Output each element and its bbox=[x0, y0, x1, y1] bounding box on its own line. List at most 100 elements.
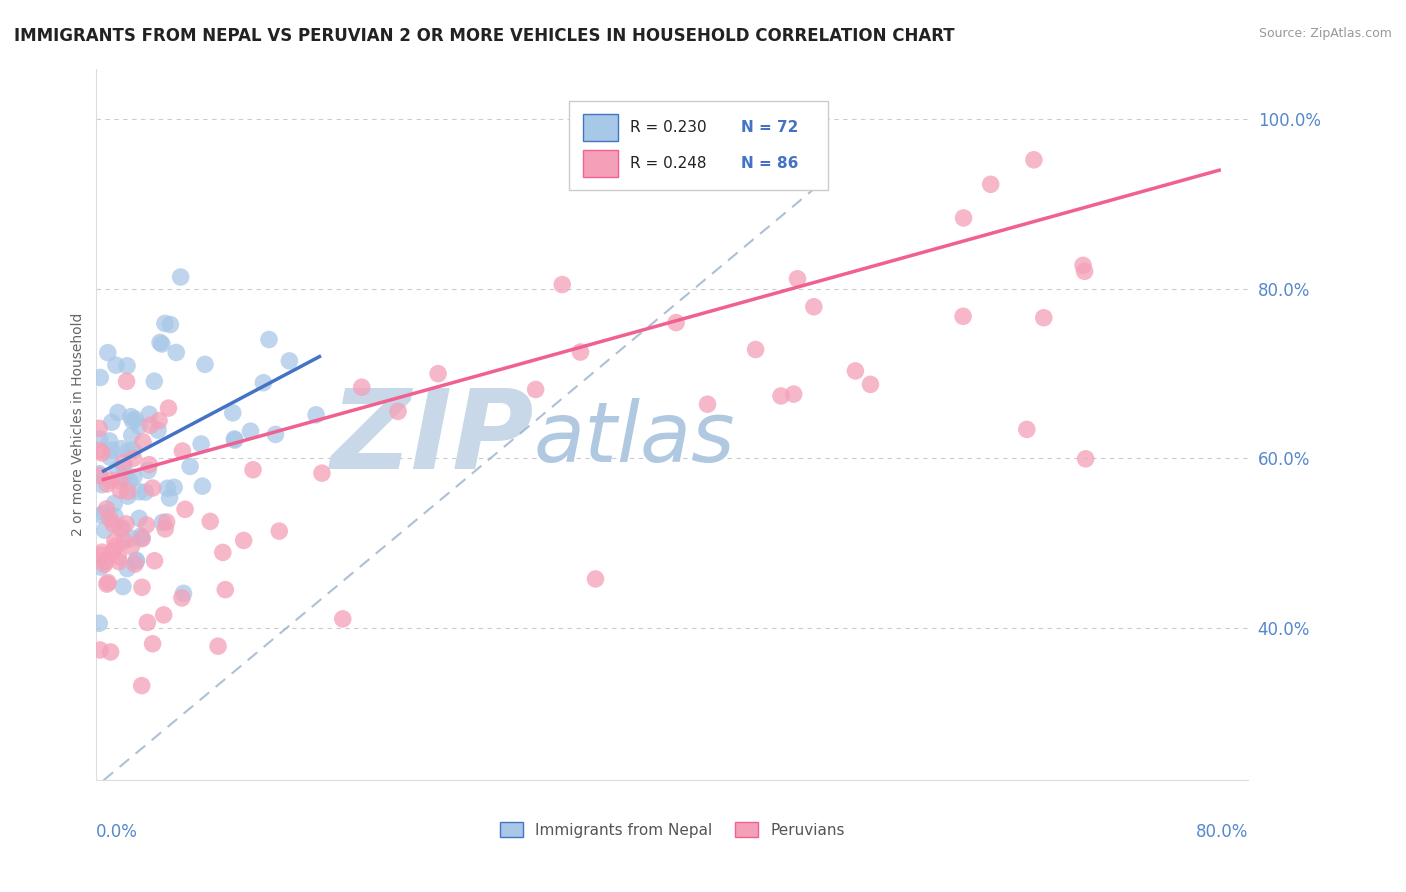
Point bbox=[125, 554, 148, 568]
Point bbox=[111, 580, 134, 594]
Point bbox=[108, 555, 131, 569]
Point bbox=[769, 389, 792, 403]
Point bbox=[194, 357, 217, 371]
Point bbox=[107, 405, 129, 419]
Point bbox=[143, 374, 166, 388]
Point bbox=[103, 517, 125, 532]
Point bbox=[90, 477, 112, 491]
Point bbox=[131, 532, 153, 546]
Point bbox=[152, 516, 174, 530]
Point bbox=[157, 401, 180, 415]
Point bbox=[190, 437, 212, 451]
Point bbox=[117, 444, 139, 458]
Point bbox=[98, 511, 121, 525]
Text: 0.0%: 0.0% bbox=[97, 823, 138, 841]
Point bbox=[98, 450, 121, 465]
Point bbox=[104, 509, 127, 524]
Point bbox=[124, 557, 146, 571]
Point bbox=[124, 412, 146, 426]
Point bbox=[96, 502, 118, 516]
Point bbox=[89, 616, 111, 631]
Point bbox=[89, 643, 111, 657]
Point bbox=[142, 637, 165, 651]
Point bbox=[93, 506, 115, 520]
Point bbox=[135, 518, 157, 533]
Point bbox=[101, 544, 124, 558]
Point bbox=[110, 522, 132, 536]
Point bbox=[252, 376, 274, 390]
Point bbox=[1022, 153, 1045, 167]
Point bbox=[96, 477, 118, 491]
Text: ZIP: ZIP bbox=[330, 385, 534, 492]
Point bbox=[269, 524, 291, 538]
Point bbox=[112, 456, 135, 470]
Point bbox=[120, 532, 142, 546]
Point bbox=[121, 414, 143, 428]
Point bbox=[104, 358, 127, 372]
Point bbox=[89, 468, 111, 483]
Point bbox=[786, 272, 808, 286]
Point bbox=[112, 533, 135, 548]
Point bbox=[89, 421, 111, 435]
Point bbox=[118, 474, 141, 488]
Point bbox=[665, 316, 688, 330]
Point bbox=[844, 364, 866, 378]
Text: atlas: atlas bbox=[534, 398, 735, 479]
Text: N = 86: N = 86 bbox=[741, 156, 799, 170]
Point bbox=[207, 639, 229, 653]
Point bbox=[156, 481, 179, 495]
Point bbox=[170, 591, 193, 605]
Point bbox=[264, 427, 287, 442]
Point bbox=[128, 511, 150, 525]
Point bbox=[89, 467, 111, 481]
Point bbox=[120, 540, 142, 554]
Point bbox=[332, 612, 354, 626]
Point bbox=[1071, 258, 1094, 272]
Point bbox=[89, 443, 111, 458]
Point bbox=[103, 496, 125, 510]
Point bbox=[1015, 422, 1038, 436]
Point bbox=[115, 375, 138, 389]
Point bbox=[169, 270, 191, 285]
Point bbox=[387, 404, 409, 418]
Text: R = 0.248: R = 0.248 bbox=[630, 156, 706, 170]
Point bbox=[129, 529, 152, 543]
Point bbox=[224, 433, 246, 447]
Point bbox=[101, 415, 124, 429]
Point bbox=[165, 345, 187, 359]
Point bbox=[191, 479, 214, 493]
Point bbox=[122, 443, 145, 458]
Point bbox=[89, 432, 111, 446]
Point bbox=[350, 380, 373, 394]
Point bbox=[153, 522, 176, 536]
Point bbox=[149, 335, 172, 350]
Point bbox=[952, 310, 974, 324]
Point bbox=[128, 418, 150, 433]
Point bbox=[120, 409, 142, 424]
Point bbox=[163, 480, 186, 494]
Point bbox=[242, 463, 264, 477]
Point bbox=[311, 466, 333, 480]
Point bbox=[782, 387, 804, 401]
Point bbox=[110, 442, 132, 456]
Text: Source: ZipAtlas.com: Source: ZipAtlas.com bbox=[1258, 27, 1392, 40]
Point bbox=[131, 531, 153, 545]
Point bbox=[1073, 264, 1095, 278]
Point bbox=[179, 459, 201, 474]
Point bbox=[1032, 310, 1054, 325]
Point bbox=[100, 443, 122, 458]
Point bbox=[98, 473, 121, 487]
Point bbox=[952, 211, 974, 225]
Point bbox=[980, 178, 1002, 192]
Point bbox=[96, 577, 118, 591]
Point bbox=[146, 423, 169, 437]
Point bbox=[112, 460, 135, 475]
Point bbox=[139, 418, 162, 433]
Point bbox=[138, 407, 160, 421]
Point bbox=[90, 560, 112, 574]
Point bbox=[153, 317, 176, 331]
Point bbox=[150, 337, 173, 351]
Point bbox=[224, 432, 246, 446]
FancyBboxPatch shape bbox=[583, 150, 619, 177]
Point bbox=[232, 533, 254, 548]
